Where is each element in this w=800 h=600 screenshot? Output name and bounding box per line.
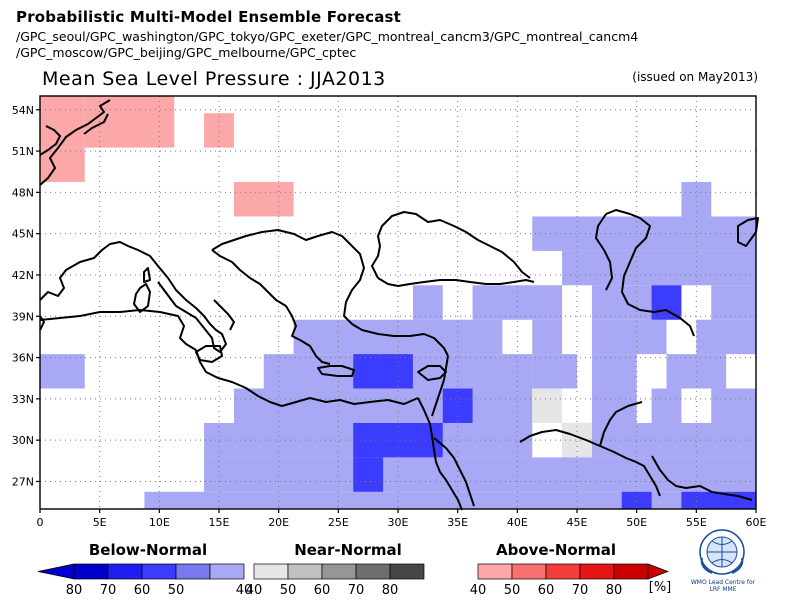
probability-cell xyxy=(651,285,682,320)
map-axes: 54N 51N 48N 45N 42N 39N 36N 33N 30N 27N 0 5E 10E 15E 2… xyxy=(12,104,767,529)
probability-cell xyxy=(144,491,756,509)
probability-cell xyxy=(412,285,443,320)
lat-tick-label: 45N xyxy=(12,228,34,241)
wmo-logo-text: WMO Lead Centre for LRF MME xyxy=(690,579,756,593)
lat-tick-label: 39N xyxy=(12,310,34,323)
model-sources-line-1: /GPC_seoul/GPC_washington/GPC_tokyo/GPC_… xyxy=(16,29,639,44)
probability-cell xyxy=(696,319,756,355)
lon-tick-label: 40E xyxy=(507,516,528,529)
probability-cell xyxy=(711,388,756,423)
probability-cell xyxy=(204,113,234,148)
lon-tick-label: 45E xyxy=(567,516,588,529)
probability-cell xyxy=(711,285,756,320)
probability-cell xyxy=(562,250,756,286)
lat-tick-label: 33N xyxy=(12,393,34,406)
probability-cell xyxy=(681,491,756,509)
probability-cell xyxy=(621,491,652,509)
lon-tick-label: 50E xyxy=(626,516,647,529)
lat-tick-label: 48N xyxy=(12,186,34,199)
probability-cell xyxy=(651,388,682,423)
probability-cell xyxy=(532,319,563,355)
probability-cell xyxy=(442,388,473,423)
probability-cell xyxy=(562,422,756,458)
probability-cell xyxy=(40,96,85,148)
probability-cell xyxy=(84,130,175,148)
probability-cell xyxy=(681,182,712,217)
lon-tick-label: 35E xyxy=(447,516,468,529)
probability-cell xyxy=(40,147,85,183)
probability-cell xyxy=(353,422,443,458)
probability-cell xyxy=(591,319,667,355)
lon-tick-label: 15E xyxy=(209,516,230,529)
model-sources-line-2: /GPC_moscow/GPC_beijing/GPC_melbourne/GP… xyxy=(16,45,357,60)
probability-cell xyxy=(532,388,563,423)
lat-tick-label: 30N xyxy=(12,434,34,447)
lon-tick-label: 55E xyxy=(686,516,707,529)
lat-tick-label: 54N xyxy=(12,104,34,117)
lat-tick-label: 42N xyxy=(12,269,34,282)
probability-cell xyxy=(532,354,577,389)
lon-tick-label: 60E xyxy=(746,516,767,529)
probability-cell xyxy=(472,285,563,320)
lon-tick-label: 20E xyxy=(268,516,289,529)
probability-cell xyxy=(40,354,85,389)
probability-cell xyxy=(233,182,294,217)
lon-tick-label: 30E xyxy=(388,516,409,529)
lon-tick-label: 0 xyxy=(37,516,44,529)
lat-tick-label: 36N xyxy=(12,352,34,365)
probability-cell xyxy=(353,457,384,492)
lon-tick-label: 10E xyxy=(149,516,170,529)
probability-cell xyxy=(204,457,757,492)
probability-cells xyxy=(40,96,757,509)
issued-date: (issued on May2013) xyxy=(632,70,758,84)
lon-tick-label: 5E xyxy=(93,516,107,529)
map-title: Mean Sea Level Pressure : JJA2013 xyxy=(42,68,386,90)
forecast-title: Probabilistic Multi-Model Ensemble Forec… xyxy=(16,8,402,26)
lon-tick-label: 25E xyxy=(328,516,349,529)
probability-cell xyxy=(353,354,413,389)
lat-tick-label: 51N xyxy=(12,145,34,158)
lat-tick-label: 27N xyxy=(12,475,34,488)
probability-cell xyxy=(591,354,637,389)
